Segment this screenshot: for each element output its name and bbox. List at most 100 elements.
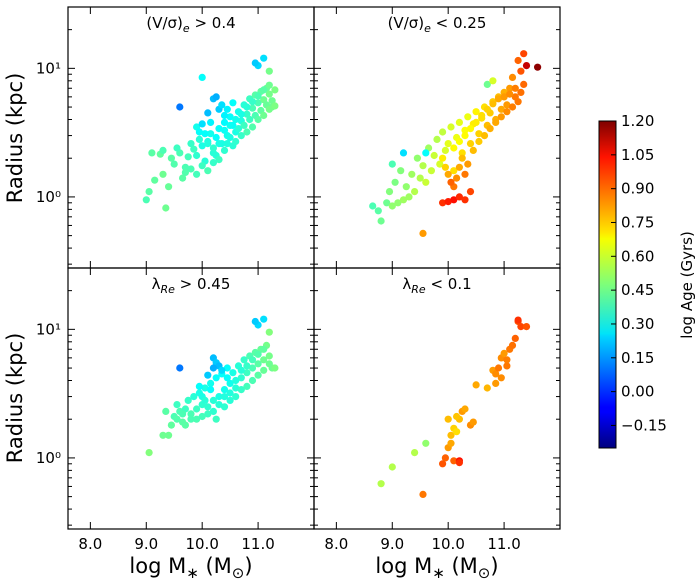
- data-point: [397, 167, 405, 175]
- scatter-points: [369, 50, 542, 237]
- data-point: [215, 393, 223, 401]
- panel-bottom-right: 8.0 9.0 10.0 11.0 λRe < 0.1: [313, 267, 561, 553]
- data-point: [439, 128, 447, 136]
- data-point: [193, 415, 201, 423]
- data-point: [254, 115, 262, 124]
- data-point: [179, 174, 187, 182]
- data-point: [184, 396, 192, 404]
- data-point: [466, 188, 475, 196]
- data-point: [520, 50, 528, 58]
- data-point: [173, 401, 181, 409]
- data-point: [187, 415, 195, 423]
- data-point: [226, 121, 234, 129]
- data-point: [508, 103, 517, 111]
- data-point: [483, 384, 491, 392]
- data-point: [209, 159, 217, 167]
- data-point: [251, 59, 259, 67]
- data-point: [405, 193, 413, 201]
- data-point: [422, 178, 430, 186]
- y-axis-title-top: Radius (kpc): [3, 73, 27, 204]
- data-point: [492, 118, 500, 126]
- data-point: [209, 407, 217, 415]
- data-point: [207, 118, 215, 126]
- data-point: [497, 374, 505, 382]
- data-point: [198, 412, 206, 421]
- data-point: [237, 132, 245, 140]
- data-point: [181, 163, 189, 171]
- data-point: [218, 101, 226, 109]
- data-point: [419, 490, 427, 498]
- data-point: [497, 105, 505, 113]
- x-tick-label: 10.0: [185, 535, 218, 553]
- data-point: [461, 170, 469, 178]
- data-point: [162, 204, 170, 212]
- data-point: [187, 140, 195, 148]
- data-point: [187, 165, 195, 173]
- panel-title: (V/σ)e > 0.4: [146, 14, 235, 35]
- data-point: [447, 178, 455, 186]
- data-point: [486, 125, 494, 133]
- data-point: [472, 108, 480, 116]
- data-point: [489, 100, 497, 108]
- colorbar-tick-label: 1.20: [621, 112, 654, 130]
- data-point: [422, 149, 430, 157]
- scatter-points: [142, 54, 279, 212]
- data-point: [220, 386, 229, 394]
- data-point: [458, 154, 466, 162]
- data-point: [494, 95, 503, 103]
- data-point: [466, 140, 475, 148]
- data-point: [265, 67, 273, 75]
- data-point: [455, 163, 463, 171]
- data-point: [444, 198, 452, 206]
- y-tick-label: 10⁰: [36, 449, 61, 467]
- data-point: [492, 379, 500, 387]
- data-point: [176, 103, 184, 111]
- data-point: [430, 151, 438, 160]
- colorbar-tick-label: 0.00: [621, 383, 654, 401]
- x-tick-label: 11.0: [241, 535, 274, 553]
- colorbar-tick-label: −0.15: [621, 416, 667, 434]
- data-point: [204, 109, 212, 117]
- data-point: [229, 99, 237, 107]
- data-point: [232, 376, 240, 385]
- data-point: [422, 439, 430, 447]
- data-point: [220, 118, 229, 126]
- panel-title: (V/σ)e < 0.25: [388, 14, 487, 35]
- data-point: [243, 128, 251, 136]
- data-point: [187, 410, 195, 418]
- data-point: [447, 123, 455, 131]
- data-point: [167, 154, 175, 162]
- data-point: [444, 415, 452, 423]
- data-point: [394, 199, 402, 207]
- colorbar-title: log Age (Gyrs): [678, 231, 696, 339]
- y-axis-title-bottom: Radius (kpc): [3, 333, 27, 464]
- data-point: [165, 183, 173, 191]
- data-point: [232, 137, 240, 146]
- data-point: [212, 133, 220, 142]
- data-point: [391, 178, 399, 186]
- data-point: [243, 362, 251, 370]
- data-point: [508, 341, 517, 349]
- data-point: [260, 54, 268, 62]
- data-point: [145, 449, 153, 457]
- scatter-points: [145, 315, 279, 457]
- data-point: [226, 396, 234, 404]
- data-point: [159, 146, 167, 154]
- data-point: [503, 108, 511, 116]
- data-point: [237, 374, 245, 382]
- data-point: [240, 121, 248, 129]
- data-point: [450, 457, 458, 465]
- data-point: [260, 111, 268, 120]
- colorbar-tick-label: 0.60: [621, 247, 654, 265]
- data-point: [461, 132, 469, 140]
- data-point: [271, 102, 279, 110]
- x-tick-label: 9.0: [134, 535, 158, 553]
- data-point: [260, 86, 268, 94]
- data-point: [243, 369, 251, 377]
- data-point: [248, 376, 257, 385]
- colorbar-tick-label: 0.30: [621, 315, 654, 333]
- data-point: [237, 366, 245, 374]
- data-point: [170, 160, 178, 168]
- data-point: [209, 144, 217, 152]
- data-point: [497, 113, 505, 121]
